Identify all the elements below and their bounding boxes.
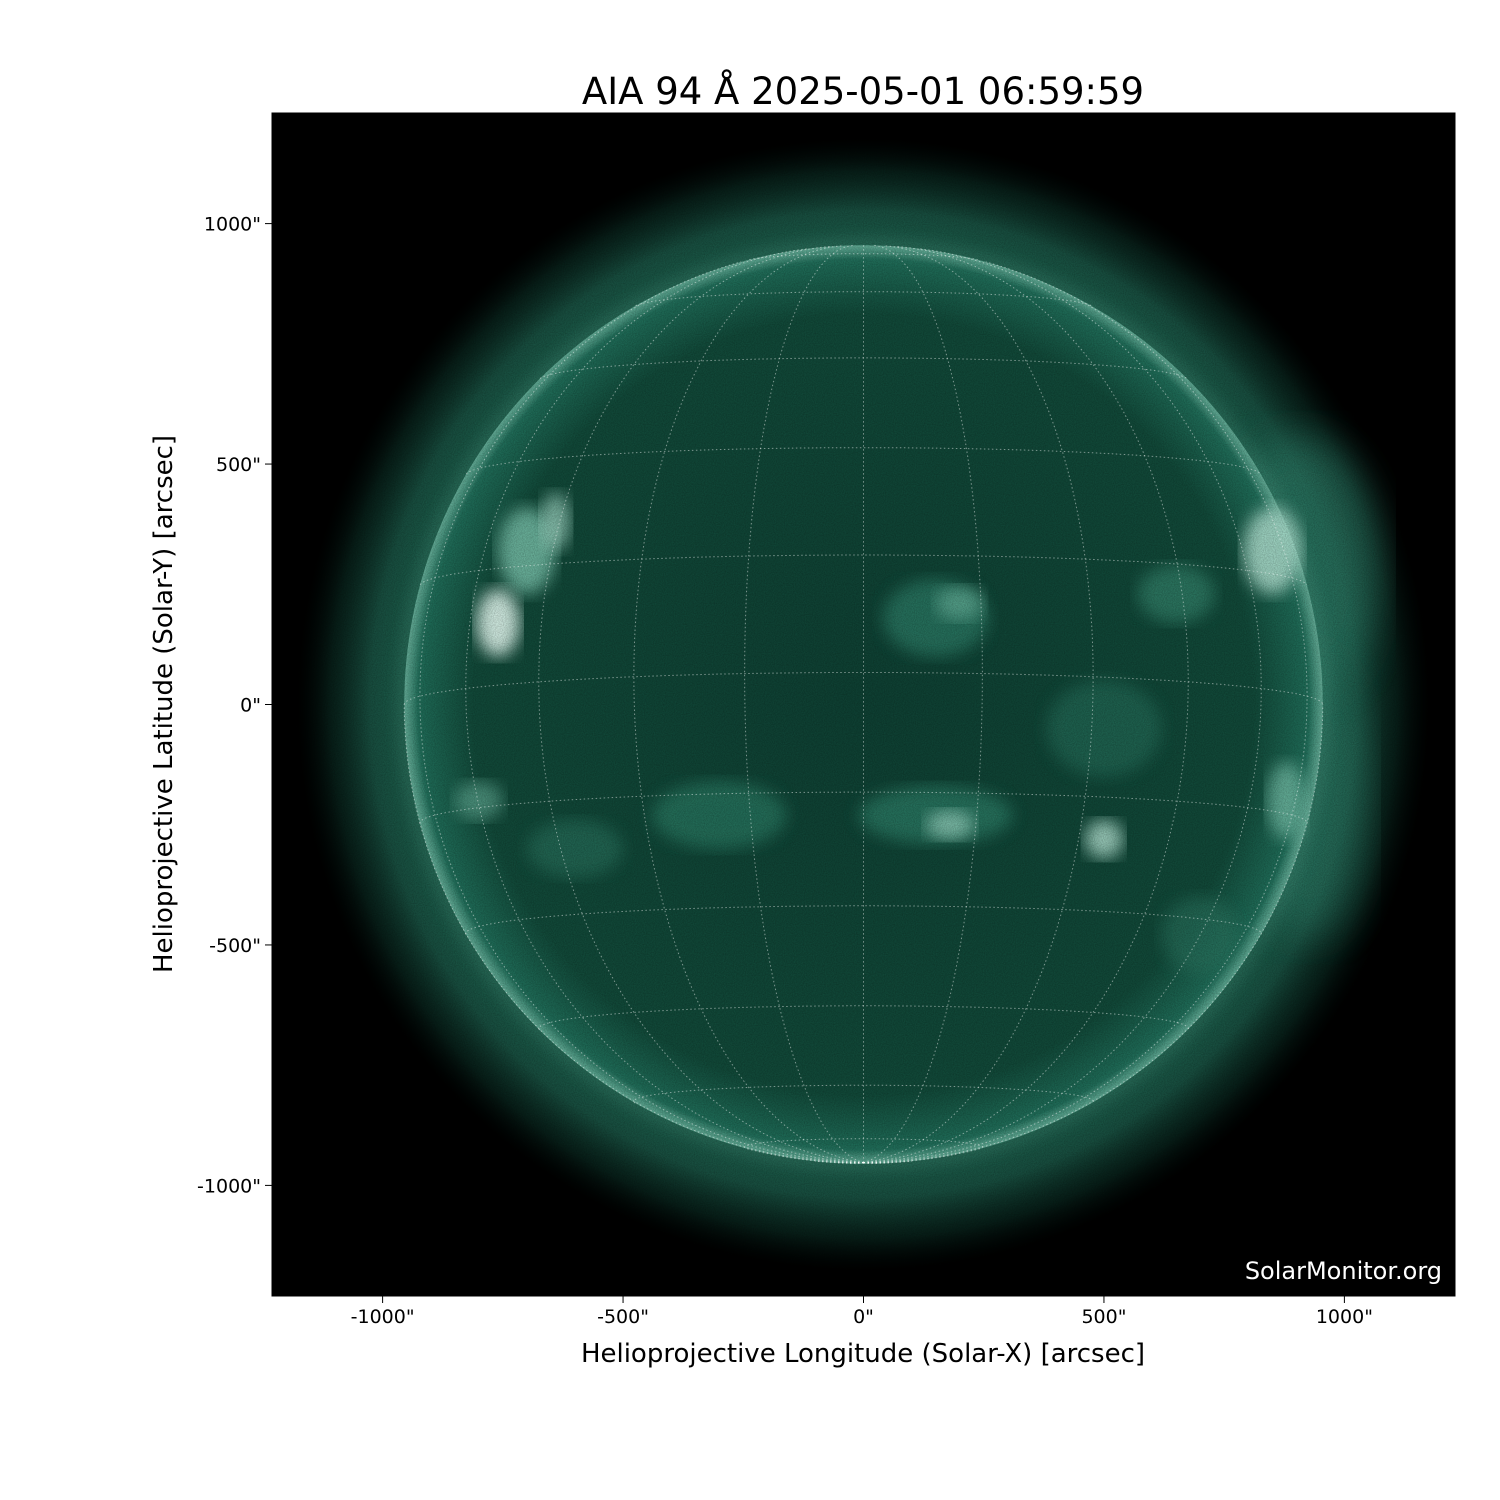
y-tick-label: 0" bbox=[240, 695, 261, 717]
grid-line bbox=[748, 1148, 864, 1164]
y-tick-label: -1000" bbox=[197, 1175, 261, 1197]
grid-line bbox=[863, 245, 1094, 1164]
y-axis-label: Helioprojective Latitude (Solar-Y) [arcs… bbox=[149, 435, 179, 973]
grid-line bbox=[863, 244, 983, 1164]
grid-line bbox=[538, 246, 864, 1164]
y-axis: 1000" 500" 0" -500" -1000" bbox=[197, 214, 272, 1197]
x-tick-label: 0" bbox=[853, 1306, 874, 1328]
grid-line bbox=[863, 1160, 913, 1164]
grid-line bbox=[863, 1162, 892, 1164]
grid-line bbox=[633, 245, 864, 1164]
y-tick-label: 1000" bbox=[204, 214, 261, 236]
x-axis-label: Helioprojective Longitude (Solar-X) [arc… bbox=[581, 1339, 1145, 1369]
grid-line bbox=[538, 1005, 1189, 1031]
grid-line bbox=[863, 704, 1324, 1164]
grid-line bbox=[539, 357, 1188, 379]
grid-line bbox=[743, 1138, 984, 1150]
grid-line bbox=[635, 291, 1092, 307]
grid-line bbox=[855, 1162, 864, 1165]
grid-line bbox=[403, 672, 1324, 705]
grid-line bbox=[835, 1162, 864, 1164]
noise-texture bbox=[272, 113, 1455, 1296]
grid-line bbox=[863, 246, 1189, 1164]
x-tick-label: 1000" bbox=[1316, 1306, 1373, 1328]
grid-line bbox=[863, 1148, 979, 1164]
grid-line bbox=[863, 1162, 880, 1164]
grid-line bbox=[847, 1162, 864, 1164]
grid-line bbox=[465, 905, 1262, 935]
heliographic-grid bbox=[403, 244, 1324, 1165]
chart-title: AIA 94 Å 2025-05-01 06:59:59 bbox=[582, 69, 1144, 113]
x-axis: -1000" -500" 0" 500" 1000" bbox=[351, 1296, 1373, 1328]
grid-line bbox=[465, 447, 1262, 475]
y-tick-label: -500" bbox=[209, 935, 261, 957]
watermark: SolarMonitor.org bbox=[1245, 1257, 1442, 1285]
solar-image bbox=[272, 113, 1455, 1296]
x-tick-label: 500" bbox=[1081, 1306, 1126, 1328]
x-tick-label: -500" bbox=[597, 1306, 649, 1328]
grid-line bbox=[744, 244, 864, 1164]
plot-area bbox=[272, 113, 1455, 1296]
grid-line bbox=[863, 1162, 872, 1165]
grid-line bbox=[633, 1084, 1094, 1104]
grid-line bbox=[814, 1160, 864, 1164]
y-tick-label: 500" bbox=[216, 454, 261, 476]
grid-line bbox=[749, 253, 978, 261]
x-tick-label: -1000" bbox=[351, 1306, 415, 1328]
grid-line bbox=[403, 704, 864, 1164]
grid-line bbox=[419, 261, 864, 1164]
grid-line bbox=[863, 261, 1308, 1164]
grid-line bbox=[419, 791, 1308, 824]
